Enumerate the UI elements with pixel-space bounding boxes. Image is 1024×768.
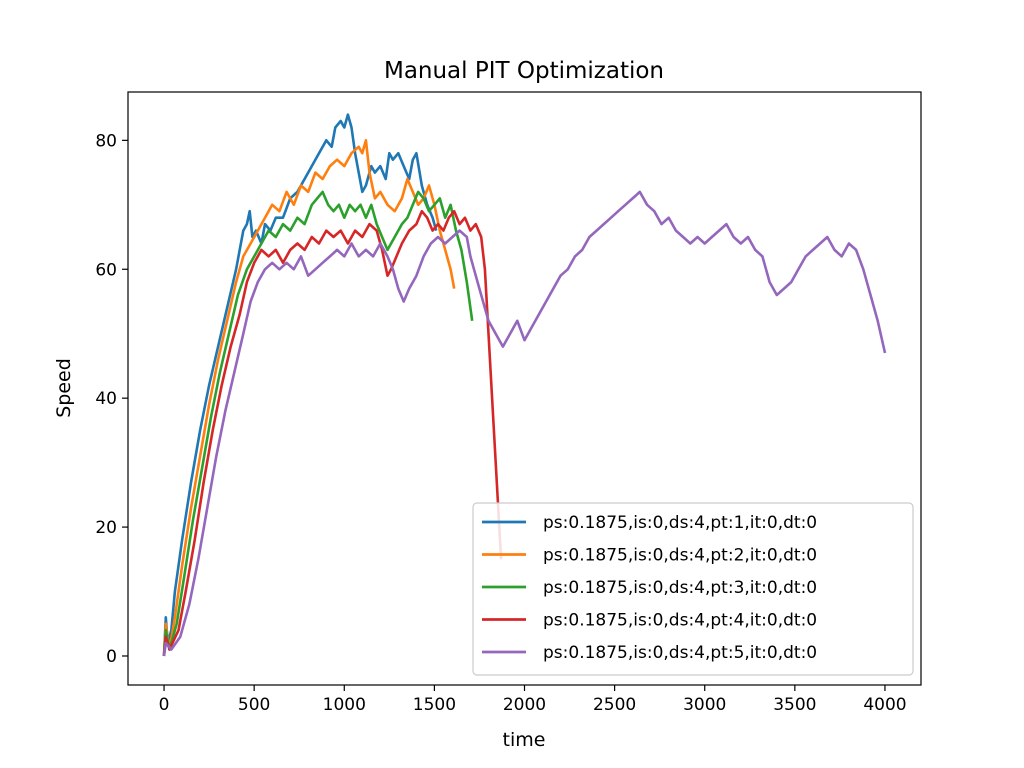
x-tick-label: 1500	[413, 695, 456, 715]
chart-title: Manual PIT Optimization	[384, 58, 664, 84]
y-tick-label: 80	[95, 131, 117, 151]
x-axis-label: time	[503, 729, 546, 751]
y-tick-label: 0	[106, 647, 117, 667]
series-line-1	[162, 113, 438, 657]
series-line-3	[162, 190, 474, 657]
y-axis-ticks: 0 20 40 60 80	[95, 131, 128, 667]
x-tick-label: 2500	[593, 695, 636, 715]
y-tick-label: 60	[95, 260, 117, 280]
x-axis-ticks: 0 500 1000 1500 2000 2500 3000 3500 4000	[159, 685, 907, 715]
x-tick-label: 500	[238, 695, 270, 715]
plot-lines	[162, 113, 887, 657]
legend-label: ps:0.1875,is:0,ds:4,pt:2,it:0,dt:0	[543, 546, 817, 566]
legend-label: ps:0.1875,is:0,ds:4,pt:1,it:0,dt:0	[543, 513, 817, 533]
y-tick-label: 40	[95, 389, 117, 409]
x-tick-label: 0	[159, 695, 170, 715]
legend-label: ps:0.1875,is:0,ds:4,pt:3,it:0,dt:0	[543, 578, 817, 598]
legend-label: ps:0.1875,is:0,ds:4,pt:5,it:0,dt:0	[543, 643, 817, 663]
x-tick-label: 4000	[863, 695, 906, 715]
legend-box	[472, 502, 914, 676]
x-tick-label: 3500	[773, 695, 816, 715]
series-line-5	[162, 190, 887, 657]
x-tick-label: 1000	[323, 695, 366, 715]
legend: ps:0.1875,is:0,ds:4,pt:1,it:0,dt:0 ps:0.1…	[472, 502, 914, 676]
x-tick-label: 2000	[503, 695, 546, 715]
legend-label: ps:0.1875,is:0,ds:4,pt:4,it:0,dt:0	[543, 611, 817, 631]
x-tick-label: 3000	[683, 695, 726, 715]
y-tick-label: 20	[95, 518, 117, 538]
y-axis-label: Speed	[53, 358, 75, 418]
series-line-4	[162, 209, 503, 657]
